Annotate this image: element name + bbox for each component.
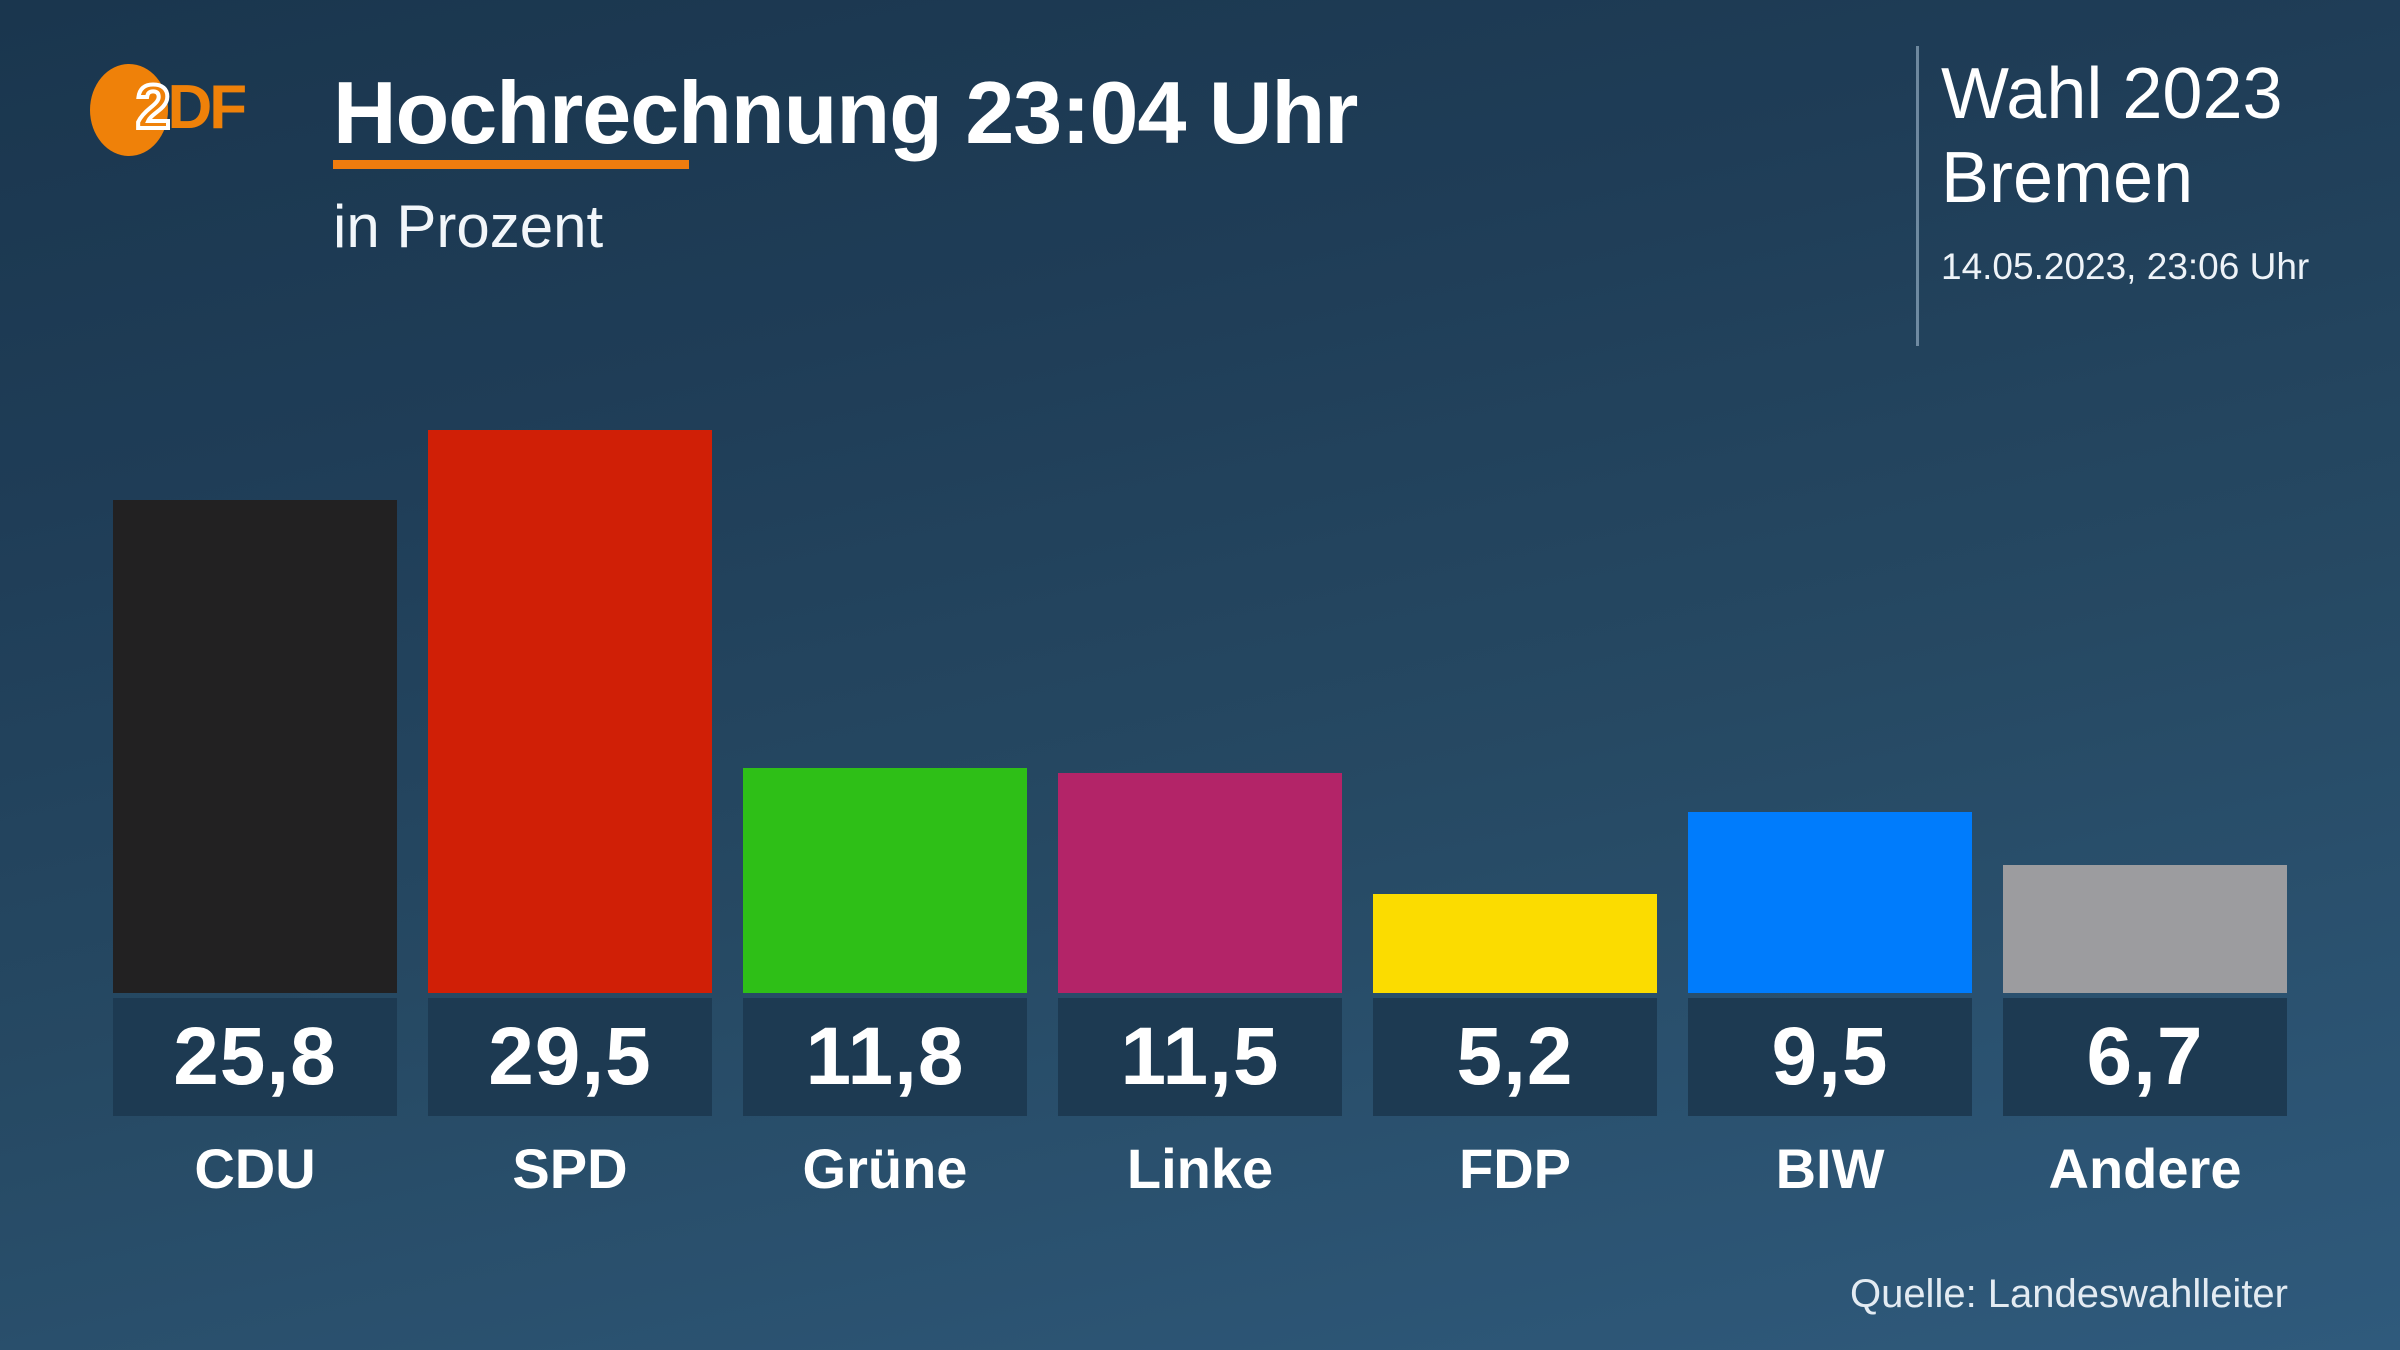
bar xyxy=(428,430,712,993)
party-label: Andere xyxy=(2048,1137,2242,1200)
party-label: Linke xyxy=(1126,1137,1274,1200)
party-label: BIW xyxy=(1775,1137,1885,1200)
bar xyxy=(1688,812,1972,993)
zdf-logo-letters-df: DF xyxy=(167,73,247,142)
value-label: 11,8 xyxy=(805,1011,965,1102)
bar xyxy=(743,768,1027,993)
value-box: 9,5 xyxy=(1688,998,1972,1116)
page-subtitle: in Prozent xyxy=(333,193,604,260)
bar xyxy=(1058,773,1342,993)
zdf-logo-letters: 2DF xyxy=(134,71,247,143)
party-label: CDU xyxy=(194,1137,316,1200)
value-label: 9,5 xyxy=(1771,1011,1889,1102)
election-region: Bremen xyxy=(1941,138,2194,219)
bar xyxy=(1373,894,1657,993)
bar xyxy=(113,500,397,993)
party-label: SPD xyxy=(512,1137,628,1200)
value-box: 6,7 xyxy=(2003,998,2287,1116)
zdf-logo-icon: 2DF xyxy=(90,64,290,164)
election-info-block: Wahl 2023 Bremen 14.05.2023, 23:06 Uhr xyxy=(1941,52,2309,288)
value-box: 29,5 xyxy=(428,998,712,1116)
election-name: Wahl 2023 xyxy=(1941,54,2283,134)
page-title: Hochrechnung 23:04 Uhr xyxy=(333,63,1358,162)
value-label: 29,5 xyxy=(488,1011,652,1102)
source-credit: Quelle: Landeswahlleiter xyxy=(1849,1272,2288,1316)
value-box: 5,2 xyxy=(1373,998,1657,1116)
zdf-logo-letter-2: 2 xyxy=(134,71,173,143)
party-label: FDP xyxy=(1459,1137,1571,1200)
value-label: 5,2 xyxy=(1456,1011,1574,1102)
zdf-logo-disc xyxy=(90,64,168,156)
vertical-divider xyxy=(1916,46,1919,346)
value-box: 25,8 xyxy=(113,998,397,1116)
bar xyxy=(2003,865,2287,993)
value-label: 11,5 xyxy=(1120,1011,1280,1102)
value-label: 6,7 xyxy=(2086,1011,2204,1102)
value-box: 11,5 xyxy=(1058,998,1342,1116)
value-box: 11,8 xyxy=(743,998,1027,1116)
election-datetime: 14.05.2023, 23:06 Uhr xyxy=(1941,246,2310,288)
value-label: 25,8 xyxy=(173,1011,337,1102)
party-label: Grüne xyxy=(802,1137,968,1200)
title-underline xyxy=(333,160,689,169)
